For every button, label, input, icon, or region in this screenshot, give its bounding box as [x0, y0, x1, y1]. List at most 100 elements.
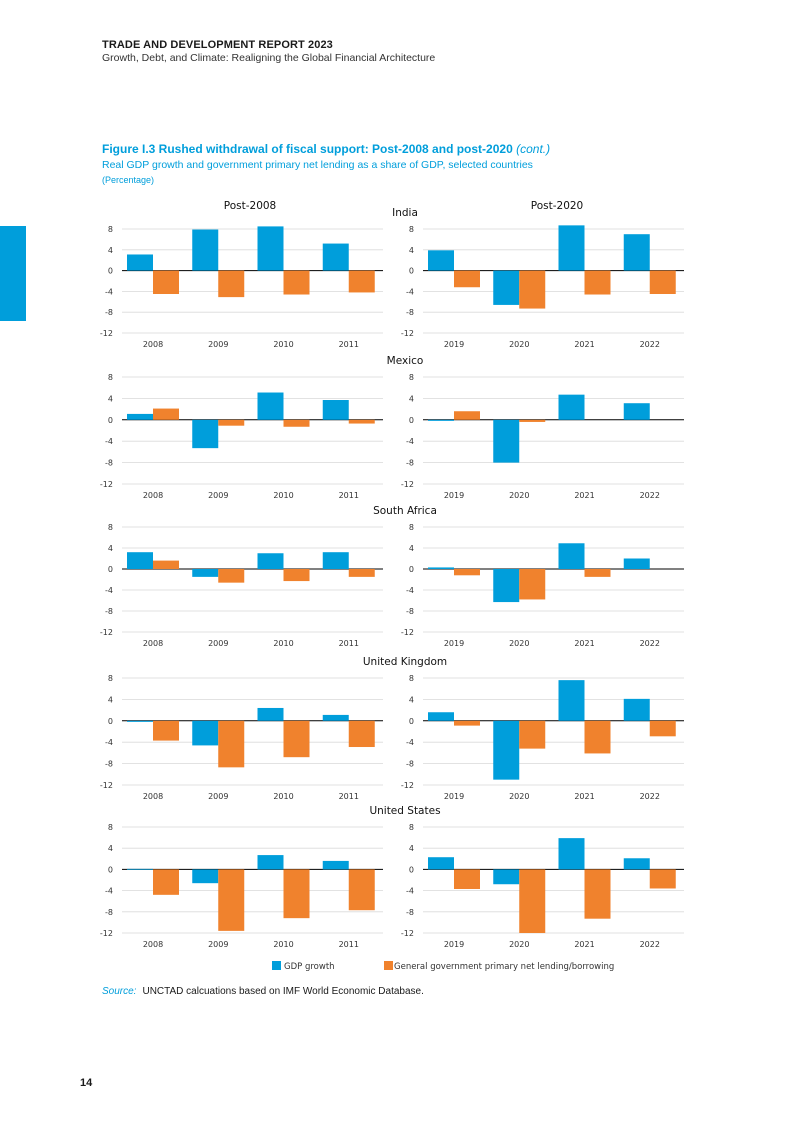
- country-title-south-africa: South Africa: [373, 505, 437, 517]
- y-tick-label: -4: [406, 586, 414, 595]
- y-tick-label: -12: [401, 480, 414, 489]
- bar-lending-south-africa-2009: [218, 569, 245, 583]
- y-tick-label: 8: [409, 225, 414, 234]
- y-tick-label: 8: [409, 523, 414, 532]
- y-tick-label: 0: [409, 565, 414, 574]
- bar-lending-mexico-2019: [454, 411, 480, 420]
- bar-gdp-united-kingdom-2008: [127, 720, 153, 722]
- y-tick-label: 8: [409, 674, 414, 683]
- bar-lending-mexico-2008: [153, 408, 179, 420]
- y-tick-label: -12: [401, 628, 414, 637]
- x-tick-label: 2020: [509, 639, 529, 648]
- bar-lending-united-states-2008: [153, 869, 179, 895]
- bar-gdp-india-2020: [493, 270, 520, 305]
- x-tick-label: 2010: [273, 792, 293, 801]
- legend-label-lending: General government primary net lending/b…: [394, 962, 614, 972]
- bar-lending-india-2010: [283, 270, 310, 295]
- bar-lending-united-states-2009: [218, 869, 245, 931]
- bar-gdp-united-kingdom-2022: [623, 698, 650, 721]
- bar-gdp-mexico-2008: [127, 413, 153, 420]
- x-tick-label: 2021: [574, 639, 594, 648]
- y-tick-label: -4: [105, 586, 113, 595]
- bar-lending-united-kingdom-2008: [153, 720, 179, 741]
- y-tick-label: 0: [108, 267, 113, 276]
- figure-subtitle: Real GDP growth and government primary n…: [102, 159, 533, 171]
- bar-gdp-south-africa-2010: [257, 553, 284, 569]
- bar-gdp-united-states-2008: [127, 868, 153, 870]
- bar-lending-india-2021: [584, 270, 611, 295]
- country-title-india: India: [392, 207, 418, 219]
- y-tick-label: 4: [108, 695, 113, 704]
- panel-title-post-2008: Post-2008: [224, 200, 276, 212]
- x-tick-label: 2022: [640, 340, 660, 349]
- x-tick-label: 2010: [273, 940, 293, 949]
- bar-gdp-india-2011: [322, 243, 349, 271]
- y-tick-label: -12: [401, 329, 414, 338]
- country-title-united-kingdom: United Kingdom: [363, 656, 447, 668]
- bar-gdp-india-2021: [558, 225, 585, 271]
- bar-gdp-india-2019: [428, 250, 454, 271]
- legend-swatch-lending: [384, 961, 393, 970]
- y-tick-label: -8: [105, 908, 113, 917]
- bar-lending-united-states-2020: [519, 869, 546, 933]
- y-tick-label: 0: [108, 865, 113, 874]
- bar-gdp-united-kingdom-2009: [192, 720, 219, 746]
- legend-swatch-gdp: [272, 961, 281, 970]
- x-tick-label: 2010: [273, 639, 293, 648]
- bar-lending-india-2011: [348, 270, 375, 293]
- bar-lending-south-africa-2011: [348, 569, 375, 577]
- bar-gdp-united-kingdom-2019: [428, 712, 454, 721]
- y-tick-label: 0: [108, 717, 113, 726]
- bar-gdp-india-2008: [127, 254, 153, 271]
- y-tick-label: 0: [108, 565, 113, 574]
- y-tick-label: 0: [108, 416, 113, 425]
- y-tick-label: 0: [409, 865, 414, 874]
- bar-lending-south-africa-2010: [283, 569, 310, 582]
- bar-lending-mexico-2011: [348, 419, 375, 424]
- bar-lending-united-kingdom-2011: [348, 720, 375, 748]
- bar-lending-united-states-2010: [283, 869, 310, 919]
- bar-gdp-united-kingdom-2011: [322, 714, 349, 721]
- bar-lending-united-states-2019: [454, 869, 480, 890]
- bar-lending-mexico-2020: [519, 419, 546, 422]
- x-tick-label: 2020: [509, 940, 529, 949]
- x-tick-label: 2011: [339, 940, 359, 949]
- y-tick-label: -4: [406, 887, 414, 896]
- y-tick-label: -4: [105, 437, 113, 446]
- bar-gdp-mexico-2022: [623, 403, 650, 420]
- bar-lending-united-kingdom-2010: [283, 720, 310, 758]
- bar-gdp-united-states-2022: [623, 858, 650, 870]
- chapter-side-tab: [0, 226, 26, 321]
- x-tick-label: 2022: [640, 940, 660, 949]
- panel-title-post-2020: Post-2020: [531, 200, 583, 212]
- bar-gdp-south-africa-2022: [623, 558, 650, 569]
- bar-gdp-united-states-2020: [493, 869, 520, 885]
- bar-gdp-united-states-2010: [257, 855, 284, 870]
- y-tick-label: -4: [105, 887, 113, 896]
- x-tick-label: 2009: [208, 639, 228, 648]
- x-tick-label: 2019: [444, 340, 464, 349]
- x-tick-label: 2009: [208, 340, 228, 349]
- y-tick-label: -8: [105, 308, 113, 317]
- y-tick-label: -4: [105, 287, 113, 296]
- y-tick-label: 8: [108, 373, 113, 382]
- bar-gdp-mexico-2009: [192, 419, 219, 449]
- bar-lending-united-states-2011: [348, 869, 375, 911]
- bar-gdp-mexico-2020: [493, 419, 520, 463]
- y-tick-label: 8: [409, 373, 414, 382]
- bar-lending-south-africa-2021: [584, 569, 611, 577]
- bar-gdp-mexico-2010: [257, 392, 284, 420]
- bar-lending-india-2022: [649, 270, 676, 294]
- y-tick-label: -4: [406, 738, 414, 747]
- source-note: Source: UNCTAD calcuations based on IMF W…: [102, 986, 424, 997]
- y-tick-label: 8: [108, 225, 113, 234]
- y-tick-label: 8: [409, 823, 414, 832]
- y-tick-label: -4: [406, 287, 414, 296]
- y-tick-label: -8: [406, 607, 414, 616]
- bar-gdp-mexico-2021: [558, 394, 585, 420]
- report-title: TRADE AND DEVELOPMENT REPORT 2023: [102, 39, 333, 51]
- x-tick-label: 2019: [444, 940, 464, 949]
- bar-lending-united-kingdom-2021: [584, 720, 611, 754]
- y-tick-label: 4: [108, 394, 113, 403]
